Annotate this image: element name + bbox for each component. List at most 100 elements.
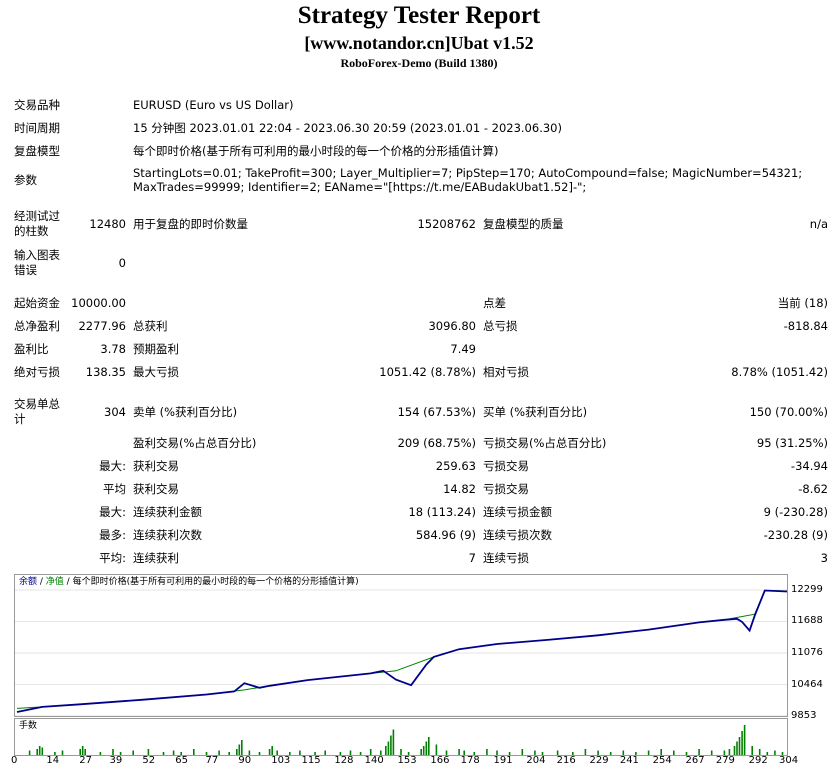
largest-profit-value: 259.63 — [435, 459, 476, 473]
x-tick-label: 0 — [11, 755, 18, 766]
volume-bar — [258, 752, 261, 755]
abs-drawdown-value: 138.35 — [85, 365, 126, 379]
x-tick-label: 115 — [301, 755, 321, 766]
volume-bar — [205, 752, 208, 755]
x-tick-label: 216 — [556, 755, 576, 766]
loss-trades-label: 亏损交易(%占总百分比) — [483, 436, 607, 450]
x-tick-label: 204 — [526, 755, 546, 766]
ticks-value: 15208762 — [417, 217, 476, 231]
volume-bar — [673, 750, 675, 755]
volume-bar — [241, 740, 243, 755]
volume-bar — [597, 750, 599, 755]
period-value: 15 分钟图 2023.01.01 22:04 - 2023.06.30 20:… — [133, 121, 562, 135]
volume-bar — [162, 752, 165, 755]
volume-bar — [521, 749, 524, 755]
gross-profit-label: 总获利 — [133, 319, 168, 333]
volume-bar — [458, 749, 460, 755]
profit-trades-label: 盈利交易(%占总百分比) — [133, 436, 257, 450]
legend-equity: 净值 — [45, 577, 64, 587]
net-profit-label: 总净盈利 — [14, 319, 60, 333]
abs-drawdown-label: 绝对亏损 — [14, 365, 60, 379]
average-consecutive-label: 平均: — [99, 551, 126, 565]
volume-bar — [736, 741, 738, 755]
volume-bar — [349, 750, 352, 755]
volume-bar — [660, 749, 662, 755]
volume-bar — [119, 752, 122, 755]
rel-drawdown-label: 相对亏损 — [483, 365, 529, 379]
quality-label: 复盘模型的质量 — [483, 217, 564, 231]
volume-bar — [276, 750, 278, 755]
volume-bar — [741, 731, 743, 755]
volume-bar — [723, 750, 726, 755]
profit-trades-value: 209 (68.75%) — [397, 436, 476, 450]
average-loss-value: -8.62 — [798, 482, 828, 496]
volume-bar — [248, 750, 251, 755]
volume-bar — [486, 749, 488, 755]
report-title: Strategy Tester Report — [297, 2, 541, 29]
short-label: 卖单 (%获利百分比) — [133, 405, 238, 419]
volume-bar — [193, 749, 195, 755]
volume-bar — [766, 752, 769, 755]
net-profit-value: 2277.96 — [78, 319, 126, 333]
volume-bar — [172, 750, 175, 755]
volume-bar — [385, 746, 387, 755]
y-tick-label: 12299 — [791, 584, 823, 595]
volume-bar — [392, 729, 395, 755]
y-tick-label: 9853 — [791, 710, 817, 721]
x-tick-label: 229 — [589, 755, 609, 766]
x-tick-label: 128 — [334, 755, 354, 766]
params-label: 参数 — [14, 173, 37, 187]
volume-bar — [541, 752, 544, 755]
volume-bar — [422, 746, 425, 755]
volume-bar — [733, 746, 736, 755]
balance-chart-svg — [15, 589, 787, 716]
x-tick-label: 267 — [685, 755, 705, 766]
legend-balance: 余额 — [19, 577, 38, 587]
volume-bar — [36, 749, 38, 755]
volume-bar — [359, 752, 362, 755]
payoff-label: 预期盈利 — [133, 342, 179, 356]
max-consecutive-label: 最大: — [99, 505, 126, 519]
volume-bar — [271, 746, 273, 755]
params-line-1: StartingLots=0.01; TakeProfit=300; Layer… — [133, 166, 803, 180]
volume-bar — [445, 750, 448, 755]
volume-bar — [743, 725, 746, 755]
x-tick-label: 292 — [748, 755, 768, 766]
loss-trades-value: 95 (31.25%) — [756, 436, 828, 450]
average-profit-value: 14.82 — [443, 482, 476, 496]
chart-legend: 余额 / 净值 / 每个即时价格(基于所有可利用的最小时段的每一个价格的分形插值… — [19, 577, 359, 588]
errors-label-2: 错误 — [14, 263, 37, 277]
x-tick-label: 254 — [652, 755, 672, 766]
volume-bar — [758, 749, 761, 755]
average-consecutive-wins-label: 连续获利 — [133, 551, 179, 565]
balance-line — [16, 589, 787, 709]
volume-bar — [339, 752, 342, 755]
x-tick-label: 279 — [715, 755, 735, 766]
ticks-label: 用于复盘的即时价数量 — [133, 217, 248, 231]
volume-bar — [238, 744, 241, 755]
x-tick-label: 39 — [109, 755, 123, 766]
volume-bar — [400, 749, 402, 755]
gross-loss-value: -818.84 — [783, 319, 828, 333]
spread-label: 点差 — [483, 296, 506, 310]
symbol-label: 交易品种 — [14, 98, 60, 112]
largest-loss-label: 亏损交易 — [483, 459, 529, 473]
volume-bar — [112, 749, 114, 755]
volume-bar — [132, 750, 134, 755]
volume-label: 手数 — [19, 721, 38, 731]
max-consecutive-losses-label: 连续亏损金额 — [483, 505, 552, 519]
max-consecutive-loss-count-label: 连续亏损次数 — [483, 528, 552, 542]
y-tick-label: 10464 — [791, 678, 823, 690]
volume-chart-svg — [28, 725, 784, 755]
volume-bar — [781, 752, 784, 755]
period-label: 时间周期 — [14, 121, 60, 135]
x-tick-label: 14 — [46, 755, 60, 766]
volume-bar — [496, 750, 498, 755]
volume-bar — [324, 750, 326, 755]
max-consecutive-wins-label: 连续获利金额 — [133, 505, 202, 519]
volume-bar — [81, 746, 84, 755]
volume-bar — [428, 737, 430, 755]
volume-bar — [387, 741, 390, 755]
short-value: 154 (67.53%) — [397, 405, 476, 419]
average-label: 平均 — [103, 482, 126, 496]
